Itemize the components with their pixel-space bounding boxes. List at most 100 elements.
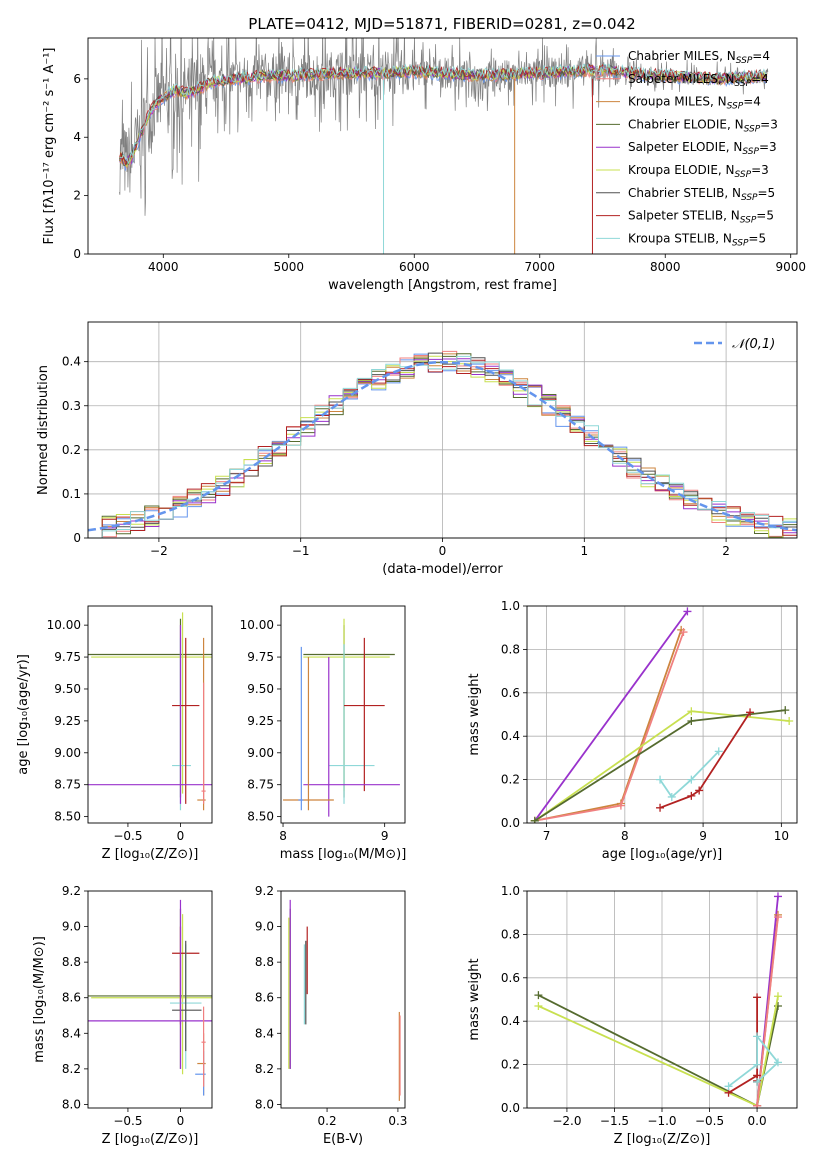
x-axis-label: mass [log₁₀(M/M⊙)]	[280, 847, 407, 862]
axes-mass_vs_Z: −0.5 0 8.0 8.2 8.4 8.6 8.8 9.0 9.2 Z [log₁₀(Z/Z⊙)…	[32, 884, 213, 1147]
y-tick-label: 0	[73, 531, 81, 545]
point-marker-salpeter_miles	[679, 628, 688, 637]
x-tick-label: −1	[292, 544, 310, 558]
point-marker-chabrier_elodie	[781, 706, 790, 715]
point-marker-salpeter_miles	[753, 1101, 762, 1108]
x-tick-label: 8	[279, 829, 287, 843]
legend-label: Salpeter ELODIE, NSSP=3	[628, 140, 777, 157]
y-tick-label: 9.75	[54, 650, 81, 664]
axes-frame	[87, 321, 798, 539]
x-tick-label: 7	[543, 829, 551, 843]
y-tick-label: 8.0	[255, 1097, 274, 1111]
x-tick-label: 8000	[650, 260, 681, 274]
axes-frame	[280, 890, 406, 1109]
age_vs_mass-data	[283, 618, 400, 817]
x-tick-label: 1	[580, 544, 588, 558]
y-tick-label: 9.2	[62, 884, 81, 898]
axes-spectrum: 4000 5000 6000 7000 8000 9000 0 2 4 6 wavelength […	[42, 37, 806, 293]
x-tick-label: 0	[177, 1114, 185, 1128]
y-tick-label: 9.2	[255, 884, 274, 898]
series-line-kroupa_stelib	[659, 750, 720, 799]
x-tick-label: 5000	[274, 260, 305, 274]
point-marker-kroupa_elodie	[785, 717, 794, 726]
mass_vs_ebv-data	[288, 899, 401, 1101]
axes-mass_vs_ebv: 0.2 0.3 8.0 8.2 8.4 8.6 8.8 9.0 9.2 E(B-V)	[255, 884, 408, 1147]
x-axis-label: Z [log₁₀(Z/Z⊙)]	[614, 1132, 711, 1147]
x-tick-label: 8	[621, 829, 629, 843]
histogram-chabrier_stelib	[88, 352, 797, 538]
legend-label: Salpeter MILES, NSSP=4	[628, 72, 769, 89]
y-tick-label: 8.2	[62, 1062, 81, 1076]
axes-frame	[526, 890, 798, 1109]
point-marker-kroupa_stelib	[667, 792, 676, 801]
x-tick-label: 2	[722, 544, 730, 558]
point-marker-kroupa_stelib	[656, 775, 665, 784]
model-spectrum-kroupa_stelib	[119, 63, 767, 164]
y-tick-label: 4	[73, 130, 81, 144]
y-tick-label: 0.4	[62, 355, 81, 369]
error-bar-chabrier_miles	[298, 646, 304, 811]
y-tick-label: 0.2	[501, 1058, 520, 1072]
error-bar-kroupa_stelib	[328, 644, 375, 804]
model-spectrum-chabrier_stelib	[119, 63, 768, 166]
gaussian-curve	[88, 360, 797, 532]
error-bar-salpeter_elodie	[303, 657, 400, 817]
axes-frame	[280, 605, 406, 824]
x-tick-label: 7000	[524, 260, 555, 274]
y-tick-label: 0.4	[501, 729, 520, 743]
x-axis-label: Z [log₁₀(Z/Z⊙)]	[102, 847, 199, 862]
x-tick-label: −0.5	[695, 1114, 724, 1128]
x-tick-label: 0.0	[748, 1114, 767, 1128]
y-tick-label: 9.0	[255, 920, 274, 934]
error-bar-salpeter_miles	[201, 682, 206, 804]
axes-frame	[526, 605, 798, 824]
legend-label: Kroupa ELODIE, NSSP=3	[628, 163, 769, 180]
spectrum-data	[118, 38, 769, 254]
y-tick-label: 0.0	[501, 816, 520, 830]
y-tick-label: 8.4	[255, 1026, 274, 1040]
point-marker-salpeter_miles	[616, 801, 625, 810]
x-tick-label: 0.2	[318, 1114, 337, 1128]
mass_weight_vs_Z-data	[534, 892, 782, 1108]
x-tick-label: 0	[439, 544, 447, 558]
point-marker-kroupa_stelib	[753, 1032, 762, 1041]
y-tick-label: 9.0	[62, 920, 81, 934]
point-marker-kroupa_elodie	[534, 1002, 543, 1011]
y-tick-label: 9.25	[247, 714, 274, 728]
x-tick-label: −2.0	[552, 1114, 581, 1128]
y-tick-label: 0.3	[62, 399, 81, 413]
point-marker-salpeter_stelib	[687, 791, 696, 800]
y-tick-label: 6	[73, 72, 81, 86]
y-tick-label: 9.25	[54, 714, 81, 728]
y-tick-label: 8.0	[62, 1097, 81, 1111]
y-tick-label: 8.8	[62, 955, 81, 969]
point-marker-kroupa_stelib	[687, 775, 696, 784]
legend-label: Chabrier ELODIE, NSSP=3	[628, 117, 778, 134]
x-tick-label: 10	[774, 829, 789, 843]
y-tick-label: 0.4	[501, 1014, 520, 1028]
error-bar-salpeter_stelib	[344, 637, 385, 792]
y-axis-label: Normed distribution	[36, 365, 51, 495]
series-line-salpeter_elodie	[534, 610, 689, 822]
y-tick-label: 0.6	[501, 971, 520, 985]
point-marker-kroupa_stelib	[773, 1058, 782, 1067]
y-axis-label: mass [log₁₀(M/M⊙)]	[32, 936, 47, 1063]
y-tick-label: 0	[73, 247, 81, 261]
point-marker-kroupa_stelib	[714, 747, 723, 756]
y-tick-label: 2	[73, 189, 81, 203]
point-marker-chabrier_elodie	[687, 717, 696, 726]
y-tick-label: 8.8	[255, 955, 274, 969]
x-tick-label: −2	[150, 544, 168, 558]
y-tick-label: 8.75	[54, 778, 81, 792]
x-tick-label: −0.5	[113, 1114, 142, 1128]
point-marker-salpeter_elodie	[773, 892, 782, 901]
x-tick-label: 0	[177, 829, 185, 843]
x-axis-label: Z [log₁₀(Z/Z⊙)]	[102, 1132, 199, 1147]
error-bar-salpeter_elodie	[88, 625, 212, 804]
y-tick-label: 9.50	[54, 682, 81, 696]
y-axis-label: mass weight	[467, 673, 482, 755]
legend-label: Salpeter STELIB, NSSP=5	[628, 209, 774, 226]
x-tick-label: −0.5	[113, 829, 142, 843]
spectrum-legend: Chabrier MILES, NSSP=4 Salpeter MILES, NS…	[596, 49, 778, 248]
